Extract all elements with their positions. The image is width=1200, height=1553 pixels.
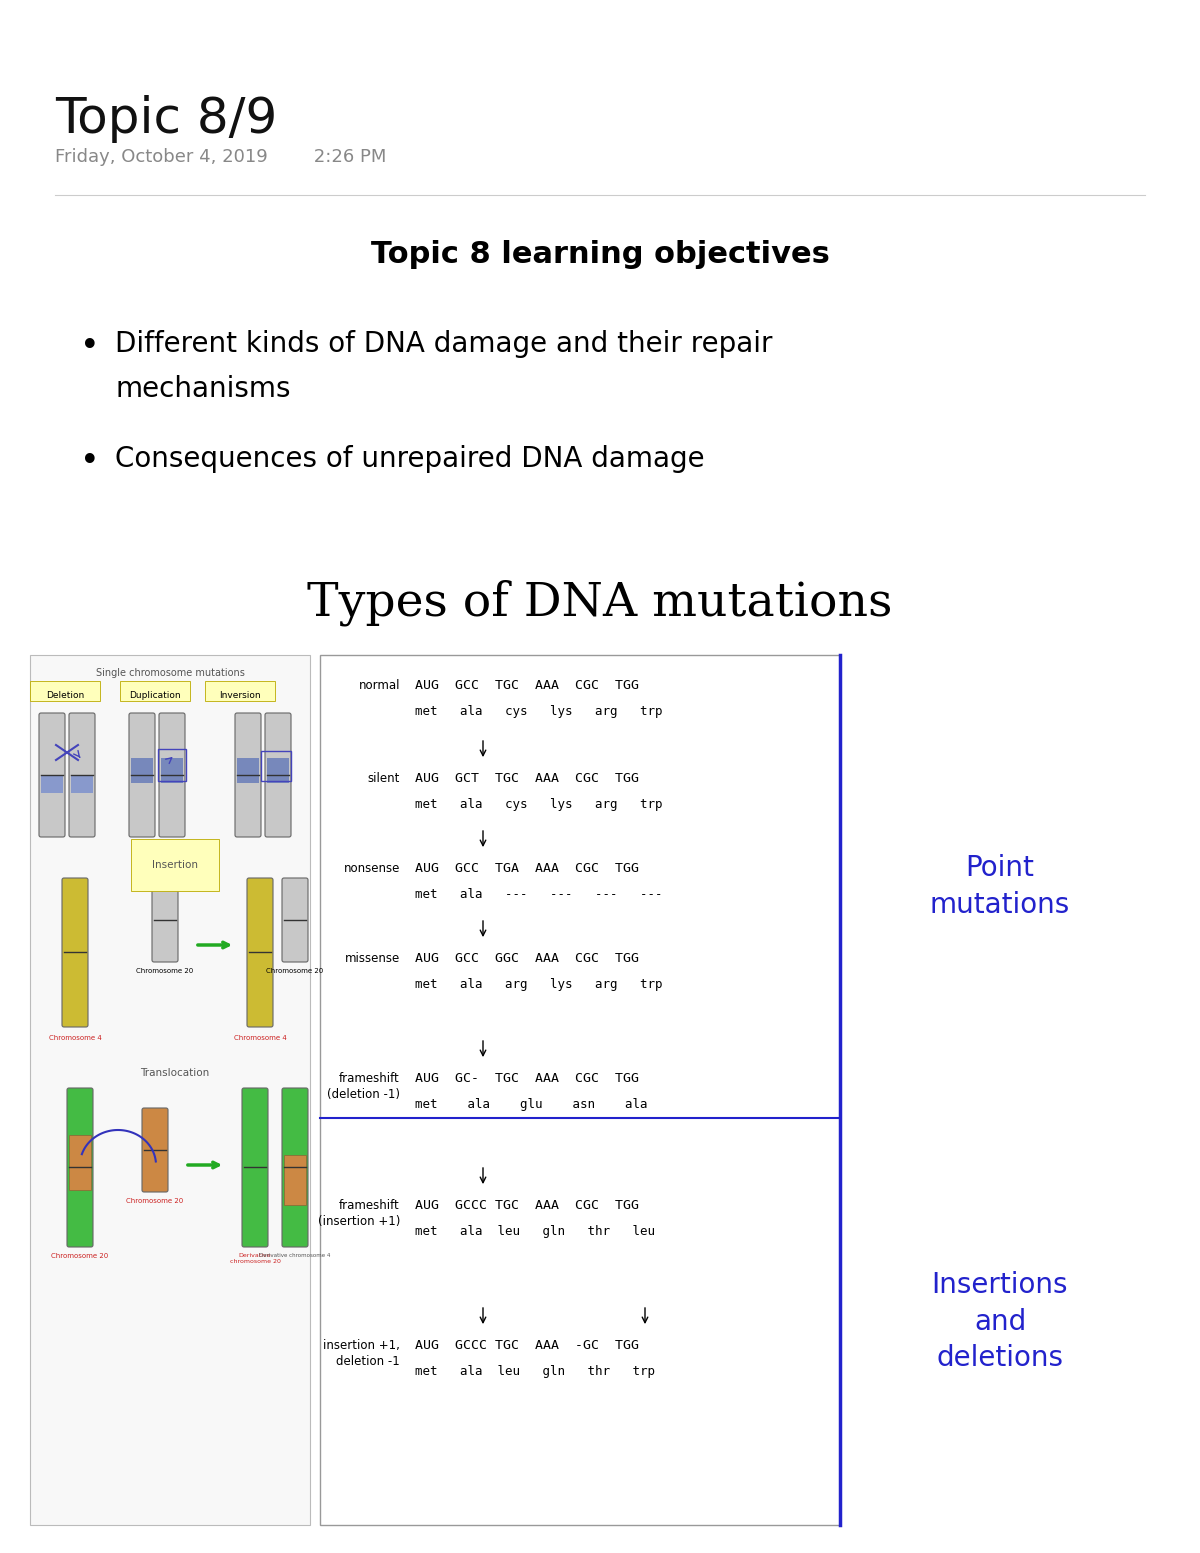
Text: missense: missense bbox=[344, 952, 400, 964]
Text: Duplication: Duplication bbox=[130, 691, 181, 700]
Text: Types of DNA mutations: Types of DNA mutations bbox=[307, 579, 893, 626]
FancyBboxPatch shape bbox=[71, 775, 94, 794]
FancyBboxPatch shape bbox=[266, 758, 289, 783]
FancyBboxPatch shape bbox=[67, 1089, 94, 1247]
Text: Chromosome 4: Chromosome 4 bbox=[234, 1034, 287, 1041]
Text: AUG  GCC  GGC  AAA  CGC  TGG: AUG GCC GGC AAA CGC TGG bbox=[415, 952, 640, 964]
FancyBboxPatch shape bbox=[247, 877, 274, 1027]
FancyBboxPatch shape bbox=[62, 877, 88, 1027]
FancyBboxPatch shape bbox=[30, 655, 310, 1525]
FancyBboxPatch shape bbox=[38, 713, 65, 837]
Text: Topic 8/9: Topic 8/9 bbox=[55, 95, 277, 143]
Text: Insertions
and
deletions: Insertions and deletions bbox=[931, 1270, 1068, 1373]
Text: Point
mutations: Point mutations bbox=[930, 854, 1070, 919]
FancyBboxPatch shape bbox=[130, 713, 155, 837]
FancyBboxPatch shape bbox=[131, 758, 154, 783]
Text: Translocation: Translocation bbox=[140, 1068, 210, 1078]
FancyBboxPatch shape bbox=[152, 877, 178, 961]
Text: Derivative chromosome 4: Derivative chromosome 4 bbox=[259, 1253, 331, 1258]
Text: AUG  GC-  TGC  AAA  CGC  TGG: AUG GC- TGC AAA CGC TGG bbox=[415, 1072, 640, 1086]
Text: mechanisms: mechanisms bbox=[115, 374, 290, 402]
Text: nonsense: nonsense bbox=[343, 862, 400, 874]
Text: normal: normal bbox=[359, 679, 400, 693]
Text: •: • bbox=[80, 446, 100, 478]
Text: Single chromosome mutations: Single chromosome mutations bbox=[96, 668, 245, 679]
FancyBboxPatch shape bbox=[242, 1089, 268, 1247]
FancyBboxPatch shape bbox=[70, 713, 95, 837]
Text: Topic 8 learning objectives: Topic 8 learning objectives bbox=[371, 241, 829, 269]
Text: AUG  GCC  TGC  AAA  CGC  TGG: AUG GCC TGC AAA CGC TGG bbox=[415, 679, 640, 693]
Text: AUG  GCT  TGC  AAA  CGC  TGG: AUG GCT TGC AAA CGC TGG bbox=[415, 772, 640, 784]
Text: insertion +1,
deletion -1: insertion +1, deletion -1 bbox=[323, 1339, 400, 1368]
Text: Different kinds of DNA damage and their repair: Different kinds of DNA damage and their … bbox=[115, 329, 773, 359]
FancyBboxPatch shape bbox=[205, 682, 275, 700]
Text: frameshift
(insertion +1): frameshift (insertion +1) bbox=[318, 1199, 400, 1228]
Text: Chromosome 20: Chromosome 20 bbox=[137, 968, 193, 974]
FancyBboxPatch shape bbox=[282, 877, 308, 961]
Text: Chromosome 20: Chromosome 20 bbox=[126, 1197, 184, 1204]
Text: AUG  GCC  TGA  AAA  CGC  TGG: AUG GCC TGA AAA CGC TGG bbox=[415, 862, 640, 874]
Text: met   ala   ---   ---   ---   ---: met ala --- --- --- --- bbox=[415, 888, 662, 901]
FancyBboxPatch shape bbox=[142, 1107, 168, 1193]
FancyBboxPatch shape bbox=[320, 655, 840, 1525]
Text: Chromosome 20: Chromosome 20 bbox=[266, 968, 324, 974]
FancyBboxPatch shape bbox=[70, 1135, 91, 1190]
FancyBboxPatch shape bbox=[238, 758, 259, 783]
Text: Deletion: Deletion bbox=[46, 691, 84, 700]
Text: Chromosome 4: Chromosome 4 bbox=[49, 1034, 101, 1041]
Text: met   ala  leu   gln   thr   leu: met ala leu gln thr leu bbox=[415, 1225, 655, 1238]
Text: Inversion: Inversion bbox=[220, 691, 260, 700]
FancyBboxPatch shape bbox=[30, 682, 100, 700]
FancyBboxPatch shape bbox=[41, 775, 64, 794]
FancyBboxPatch shape bbox=[120, 682, 190, 700]
FancyBboxPatch shape bbox=[265, 713, 292, 837]
Text: met   ala   cys   lys   arg   trp: met ala cys lys arg trp bbox=[415, 705, 662, 717]
FancyBboxPatch shape bbox=[284, 1155, 306, 1205]
Text: AUG  GCCC TGC  AAA  CGC  TGG: AUG GCCC TGC AAA CGC TGG bbox=[415, 1199, 640, 1211]
FancyBboxPatch shape bbox=[235, 713, 262, 837]
Text: Chromosome 20: Chromosome 20 bbox=[52, 1253, 109, 1259]
Text: frameshift
(deletion -1): frameshift (deletion -1) bbox=[326, 1072, 400, 1101]
Text: Consequences of unrepaired DNA damage: Consequences of unrepaired DNA damage bbox=[115, 446, 704, 474]
Text: silent: silent bbox=[367, 772, 400, 784]
FancyBboxPatch shape bbox=[161, 758, 182, 783]
Text: •: • bbox=[80, 329, 100, 363]
FancyBboxPatch shape bbox=[158, 713, 185, 837]
FancyBboxPatch shape bbox=[282, 1089, 308, 1247]
Text: met   ala   arg   lys   arg   trp: met ala arg lys arg trp bbox=[415, 978, 662, 991]
Text: met   ala  leu   gln   thr   trp: met ala leu gln thr trp bbox=[415, 1365, 655, 1378]
Text: met   ala   cys   lys   arg   trp: met ala cys lys arg trp bbox=[415, 798, 662, 811]
Text: Insertion: Insertion bbox=[152, 860, 198, 870]
Text: met    ala    glu    asn    ala: met ala glu asn ala bbox=[415, 1098, 648, 1110]
Text: AUG  GCCC TGC  AAA  -GC  TGG: AUG GCCC TGC AAA -GC TGG bbox=[415, 1339, 640, 1353]
Text: Derivative
chromosome 20: Derivative chromosome 20 bbox=[229, 1253, 281, 1264]
Text: Friday, October 4, 2019        2:26 PM: Friday, October 4, 2019 2:26 PM bbox=[55, 148, 386, 166]
